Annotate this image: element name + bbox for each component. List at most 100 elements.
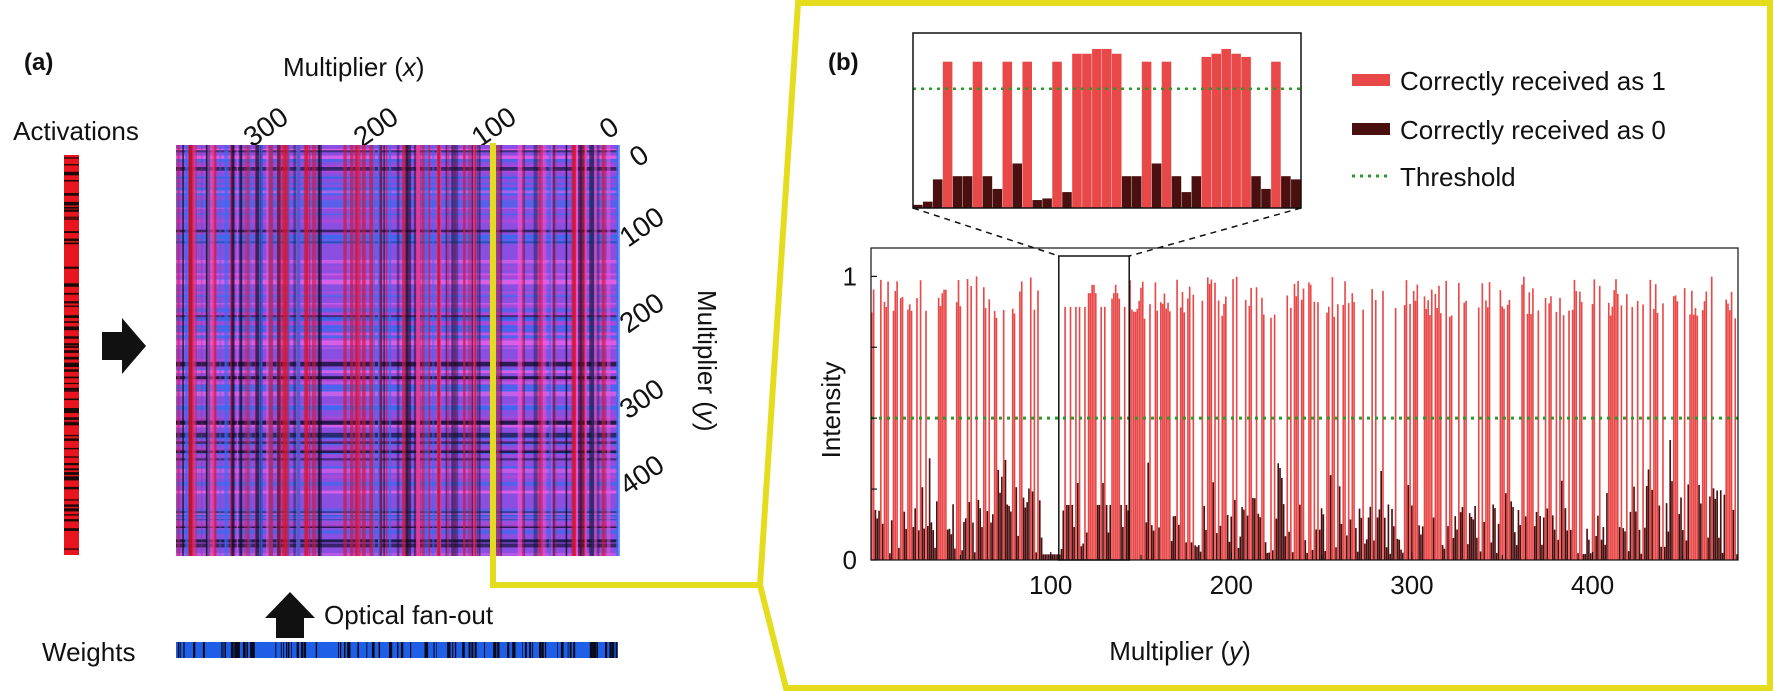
bar-received-zero: [1085, 532, 1088, 560]
weight-strip: [176, 642, 618, 658]
bar-received-zero: [1470, 516, 1473, 560]
bar-received-zero: [1604, 544, 1606, 560]
bar-received-one: [883, 301, 886, 560]
bar-received-one: [871, 312, 873, 560]
matrix-row-band: [176, 234, 618, 240]
matrix-col-band: [602, 145, 607, 556]
weight-dark-line: [541, 642, 544, 658]
bar-received-zero: [1385, 547, 1388, 560]
weight-dark-line: [301, 642, 303, 658]
matrix-row-band: [176, 482, 618, 486]
activation-dark-line: [64, 242, 79, 245]
matrix-row-band: [176, 219, 618, 223]
bar-received-zero: [986, 511, 989, 560]
weight-dark-line: [283, 642, 285, 658]
activation-dark-line: [64, 292, 79, 295]
matrix-col-band: [589, 145, 594, 556]
matrix-row-band: [176, 407, 618, 410]
bar-received-one: [1427, 300, 1429, 560]
bar-received-one: [943, 289, 945, 560]
inset-bar-received-zero: [1032, 200, 1042, 208]
bar-received-zero: [1535, 511, 1538, 560]
matrix-col-band: [421, 145, 425, 556]
bar-received-zero: [1602, 527, 1605, 560]
bar-received-zero: [1243, 509, 1245, 560]
inset-bar-received-zero: [992, 188, 1003, 208]
matrix-col-band: [224, 145, 227, 556]
y-axis-title-var: y: [692, 408, 722, 425]
matrix-row-band: [176, 447, 618, 451]
bar-received-one: [945, 289, 947, 560]
matrix-row-band: [176, 317, 618, 322]
bar-received-zero: [1640, 553, 1643, 560]
bar-received-zero: [1629, 511, 1632, 560]
bar-received-one: [1187, 298, 1189, 560]
bar-received-zero: [1421, 526, 1424, 560]
bar-received-one: [1255, 287, 1258, 560]
bar-received-one: [1094, 293, 1097, 560]
bar-received-zero: [997, 469, 1000, 560]
matrix-col-band: [343, 145, 347, 556]
bar-received-zero: [1125, 504, 1128, 560]
bar-received-zero: [1721, 552, 1724, 560]
x-axis-title-b-var: y: [1227, 636, 1244, 666]
bar-received-one: [1450, 315, 1453, 560]
weight-dark-line: [280, 642, 282, 658]
bar-received-zero: [1026, 502, 1028, 560]
activation-dark-line: [64, 410, 79, 413]
bar-received-one: [1214, 282, 1216, 560]
bar-received-zero: [1732, 509, 1735, 560]
bar-received-one: [1313, 301, 1316, 560]
bar-received-zero: [1685, 540, 1688, 560]
activation-strip: [64, 155, 79, 555]
bar-received-zero: [1253, 498, 1256, 560]
bar-received-one: [1683, 288, 1686, 560]
weight-dark-line: [474, 642, 477, 658]
bar-received-zero: [1349, 519, 1352, 560]
bar-received-one: [1326, 312, 1328, 560]
bar-received-zero: [1635, 511, 1637, 560]
bar-received-one: [908, 304, 911, 560]
matrix-col-band: [446, 145, 450, 556]
bar-received-zero: [1120, 504, 1122, 560]
bar-received-zero: [1645, 486, 1648, 560]
inset-bar-received-one: [1211, 53, 1222, 208]
panel-b-frame: [756, 0, 1773, 691]
activation-dark-line: [64, 164, 79, 166]
bar-received-one: [1631, 307, 1634, 560]
bar-received-one: [1730, 291, 1733, 560]
bar-received-one: [1342, 304, 1345, 560]
bar-received-one: [955, 302, 958, 560]
bar-received-zero: [1644, 527, 1646, 560]
matrix-row-band: [176, 539, 618, 543]
bar-received-zero: [1066, 504, 1068, 560]
inset-bar-received-zero: [932, 179, 943, 208]
bar-received-one: [892, 310, 895, 560]
matrix-row-band: [176, 276, 618, 279]
inset-bar-received-one: [1052, 61, 1062, 209]
zoom-window-box: [1058, 255, 1130, 561]
bar-received-one: [1734, 318, 1737, 560]
bar-received-zero: [1042, 554, 1045, 560]
weight-dark-line: [250, 642, 253, 658]
bar-received-zero: [1324, 550, 1326, 560]
matrix-col-band: [295, 145, 301, 556]
matrix-col-band: [236, 145, 238, 556]
bar-received-one: [1694, 308, 1697, 560]
activation-dark-line: [64, 476, 79, 480]
activation-dark-line: [64, 356, 79, 360]
bar-received-one: [1300, 299, 1303, 560]
bar-received-zero: [1008, 505, 1010, 560]
bar-received-one: [1414, 300, 1417, 560]
bar-received-zero: [1398, 539, 1401, 560]
bar-received-zero: [1279, 468, 1281, 560]
matrix-col-band: [182, 145, 184, 556]
bar-received-one: [899, 298, 902, 560]
matrix-row-band: [176, 335, 618, 339]
matrix-col-band: [572, 145, 576, 556]
inset-bar-received-zero: [1121, 176, 1132, 208]
bar-received-one: [1611, 306, 1614, 560]
matrix-col-band: [396, 145, 400, 556]
weight-dark-line: [495, 642, 497, 658]
bar-received-one: [1131, 309, 1133, 560]
